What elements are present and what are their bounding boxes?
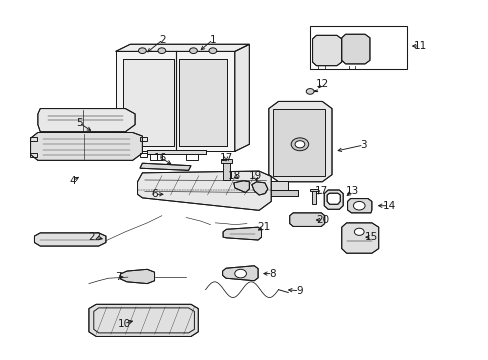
Circle shape <box>138 48 146 54</box>
Polygon shape <box>312 35 341 66</box>
Text: 14: 14 <box>382 201 395 211</box>
Polygon shape <box>30 132 142 160</box>
Text: 19: 19 <box>248 171 262 181</box>
Polygon shape <box>140 163 191 170</box>
Polygon shape <box>120 269 154 284</box>
Text: 3: 3 <box>360 140 366 150</box>
Text: 8: 8 <box>269 269 275 279</box>
Bar <box>223 161 229 180</box>
Bar <box>30 137 37 141</box>
Bar <box>309 26 407 69</box>
Polygon shape <box>233 181 249 193</box>
Circle shape <box>208 48 216 54</box>
Text: 21: 21 <box>257 222 270 232</box>
Bar <box>140 137 147 141</box>
Text: 5: 5 <box>76 118 82 128</box>
Polygon shape <box>116 51 234 152</box>
Bar <box>186 154 198 160</box>
Circle shape <box>354 228 364 235</box>
Text: 1: 1 <box>209 35 216 45</box>
Polygon shape <box>89 304 198 337</box>
Polygon shape <box>137 171 271 210</box>
Bar <box>311 190 316 204</box>
Circle shape <box>189 48 197 54</box>
Circle shape <box>290 138 308 151</box>
Text: 11: 11 <box>413 41 426 51</box>
Circle shape <box>234 269 246 278</box>
Bar <box>149 154 162 160</box>
Text: 20: 20 <box>316 215 329 225</box>
Polygon shape <box>347 199 371 213</box>
Polygon shape <box>259 190 297 196</box>
Polygon shape <box>116 44 249 51</box>
Text: 17: 17 <box>314 186 327 197</box>
Bar <box>272 109 325 176</box>
Circle shape <box>158 48 165 54</box>
Text: 6: 6 <box>151 189 158 199</box>
Bar <box>221 159 231 163</box>
Polygon shape <box>289 213 324 226</box>
Bar <box>140 153 147 157</box>
Circle shape <box>305 89 313 94</box>
Polygon shape <box>222 266 258 281</box>
Polygon shape <box>341 34 369 64</box>
Polygon shape <box>34 233 106 246</box>
Polygon shape <box>147 150 205 154</box>
Polygon shape <box>341 223 378 253</box>
Text: 18: 18 <box>228 171 241 181</box>
Polygon shape <box>122 59 174 146</box>
Polygon shape <box>234 44 249 152</box>
Text: 15: 15 <box>365 232 378 242</box>
Polygon shape <box>326 193 340 204</box>
Text: 9: 9 <box>296 286 302 296</box>
Text: 16: 16 <box>154 153 167 163</box>
Circle shape <box>353 202 365 210</box>
Text: 7: 7 <box>115 272 121 282</box>
Bar <box>309 189 317 192</box>
Polygon shape <box>223 227 261 240</box>
Text: 10: 10 <box>117 319 130 329</box>
Polygon shape <box>324 190 343 209</box>
Text: 22: 22 <box>88 232 101 242</box>
Polygon shape <box>38 109 135 132</box>
Polygon shape <box>268 181 287 191</box>
Polygon shape <box>251 182 267 195</box>
Bar <box>30 153 37 157</box>
Polygon shape <box>268 102 331 182</box>
Text: 17: 17 <box>219 153 232 163</box>
Text: 4: 4 <box>69 176 76 186</box>
Text: 13: 13 <box>345 186 358 197</box>
Text: 12: 12 <box>315 78 328 89</box>
Text: 2: 2 <box>159 35 166 45</box>
Polygon shape <box>179 59 227 146</box>
Circle shape <box>294 141 304 148</box>
